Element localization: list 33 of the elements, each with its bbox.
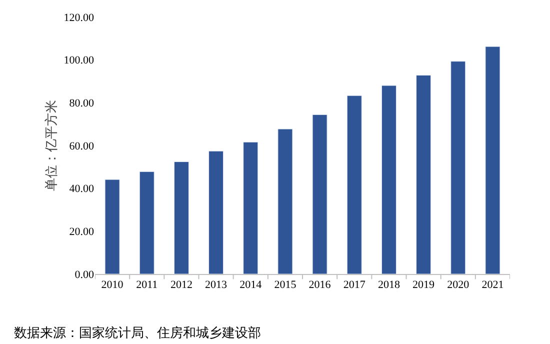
bar xyxy=(312,114,328,274)
bar xyxy=(381,85,396,274)
x-tick-label: 2012 xyxy=(170,279,192,292)
x-tick-label: 2010 xyxy=(101,279,124,292)
x-tick-label: 2017 xyxy=(343,279,366,292)
y-tick-label: 100.00 xyxy=(64,54,94,67)
y-tick-label: 20.00 xyxy=(69,226,94,238)
bar xyxy=(346,95,362,274)
y-tick-label: 80.00 xyxy=(69,98,94,110)
bar xyxy=(139,171,154,274)
y-axis-title: 单位：亿平方米 xyxy=(44,100,59,191)
bar xyxy=(243,142,258,274)
x-tick-label: 2014 xyxy=(240,279,262,292)
bar xyxy=(485,46,500,274)
bar xyxy=(416,75,432,274)
x-tick-label: 2020 xyxy=(447,279,470,292)
bar xyxy=(278,128,293,274)
x-tick-label: 2021 xyxy=(482,279,504,292)
source-note: 数据来源：国家统计局、住房和城乡建设部 xyxy=(14,325,261,340)
bar xyxy=(208,150,224,274)
y-tick-label: 40.00 xyxy=(69,183,94,196)
x-tick-label: 2018 xyxy=(378,279,400,292)
x-tick-label: 2013 xyxy=(205,279,228,292)
y-tick-label: 120.00 xyxy=(64,12,94,24)
y-tick-label: 60.00 xyxy=(69,140,94,152)
bar xyxy=(104,179,120,274)
x-tick-label: 2015 xyxy=(274,279,297,292)
y-tick-label: 0.00 xyxy=(74,268,94,281)
x-tick-label: 2019 xyxy=(412,279,436,292)
x-tick-label: 2016 xyxy=(308,279,332,292)
bar xyxy=(174,162,189,274)
x-tick-label: 2011 xyxy=(136,279,158,292)
bar xyxy=(450,61,466,274)
